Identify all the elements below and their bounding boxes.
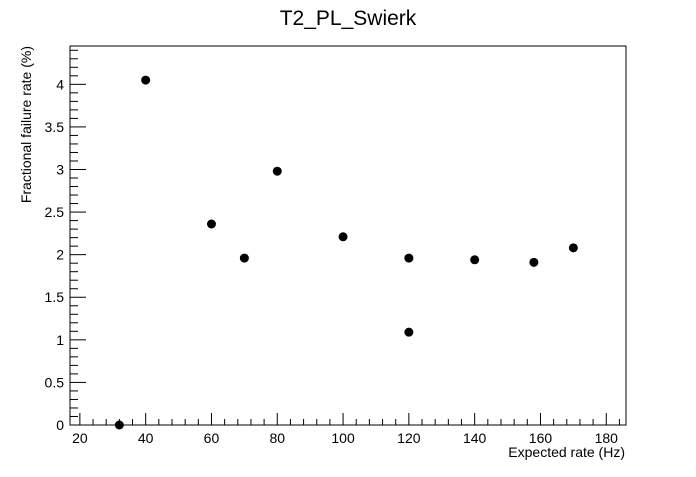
y-tick-label: 1 [56,332,64,348]
x-tick-label: 40 [138,430,154,446]
x-tick-label: 20 [72,430,88,446]
y-tick-label: 0.5 [45,374,65,390]
data-point [272,166,282,176]
y-tick-label: 0 [56,417,64,433]
data-point [206,219,216,229]
data-point [470,255,480,265]
data-point [568,243,578,253]
data-point [239,253,249,263]
data-points [114,75,578,430]
y-tick-label: 4 [56,76,64,92]
y-tick-label: 3.5 [45,119,65,135]
x-axis: 20 40 60 80 100 120 140 160 180 [72,413,620,446]
data-point [404,327,414,337]
x-tick-label: 160 [529,430,553,446]
x-tick-label: 120 [397,430,421,446]
x-tick-label: 60 [204,430,220,446]
plot-frame [69,45,627,426]
data-point [114,420,124,430]
y-tick-label: 3 [56,161,64,177]
data-point [141,75,151,85]
x-axis-title: Expected rate (Hz) [508,444,625,460]
chart-title: T2_PL_Swierk [280,7,417,30]
y-tick-label: 1.5 [45,289,65,305]
data-point [404,253,414,263]
y-tick-label: 2 [56,247,64,263]
x-tick-label: 140 [463,430,487,446]
y-axis-title: Fractional failure rate (%) [18,46,34,203]
data-point [338,232,348,242]
x-tick-label: 100 [331,430,355,446]
data-point [529,257,539,267]
x-tick-label: 80 [269,430,285,446]
y-axis: 0 0.5 1 1.5 2 2.5 3 3.5 4 [45,49,86,433]
x-tick-label: 180 [595,430,619,446]
y-tick-label: 2.5 [45,204,65,220]
